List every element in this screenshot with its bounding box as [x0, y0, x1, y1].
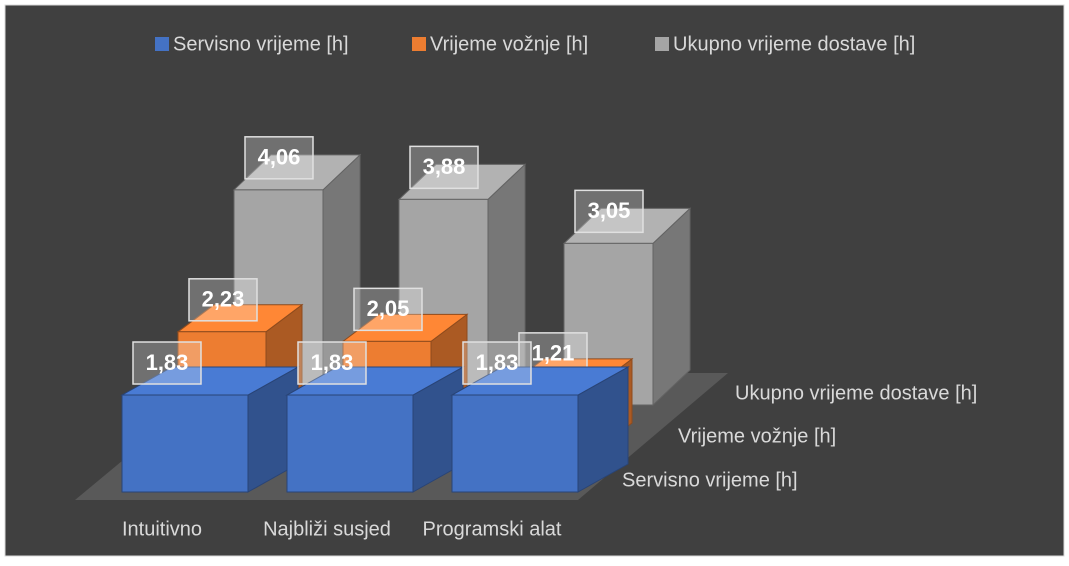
bar: [285, 366, 465, 493]
value-label: 2,23: [202, 287, 245, 312]
value-label: 1,83: [476, 350, 519, 375]
x-tick-label: Intuitivno: [122, 518, 202, 540]
value-label-box: [409, 145, 479, 190]
value-label: 1,83: [311, 350, 354, 375]
value-label-box: [297, 341, 367, 385]
value-label-box: [188, 278, 258, 322]
value-label-box: [574, 189, 644, 234]
depth-axis-label: Ukupno vrijeme dostave [h]: [735, 382, 977, 404]
bar: [120, 366, 300, 493]
legend-swatch: [155, 37, 169, 51]
value-label-box: [462, 341, 532, 385]
x-tick-label: Programski alat: [423, 518, 562, 540]
value-label: 3,88: [423, 154, 466, 179]
value-label-box: [132, 341, 202, 385]
legend-label: Ukupno vrijeme dostave [h]: [673, 33, 915, 55]
value-label: 2,05: [367, 296, 410, 321]
value-label: 4,06: [258, 145, 301, 170]
bar-front: [121, 394, 249, 493]
depth-axis-label: Servisno vrijeme [h]: [622, 469, 798, 491]
depth-axis-label: Vrijeme vožnje [h]: [678, 425, 836, 447]
bar-front: [286, 394, 414, 493]
bar: [450, 366, 630, 493]
legend-label: Vrijeme vožnje [h]: [430, 33, 588, 55]
value-label-box: [244, 136, 314, 180]
bar-front: [451, 394, 579, 493]
value-label: 3,05: [588, 198, 631, 223]
value-label: 1,83: [146, 350, 189, 375]
legend-swatch: [655, 37, 669, 51]
legend-swatch: [412, 37, 426, 51]
value-label-box: [353, 287, 423, 332]
x-tick-label: Najbliži susjed: [263, 518, 391, 540]
legend-label: Servisno vrijeme [h]: [173, 33, 349, 55]
value-label: 1,21: [532, 341, 575, 366]
